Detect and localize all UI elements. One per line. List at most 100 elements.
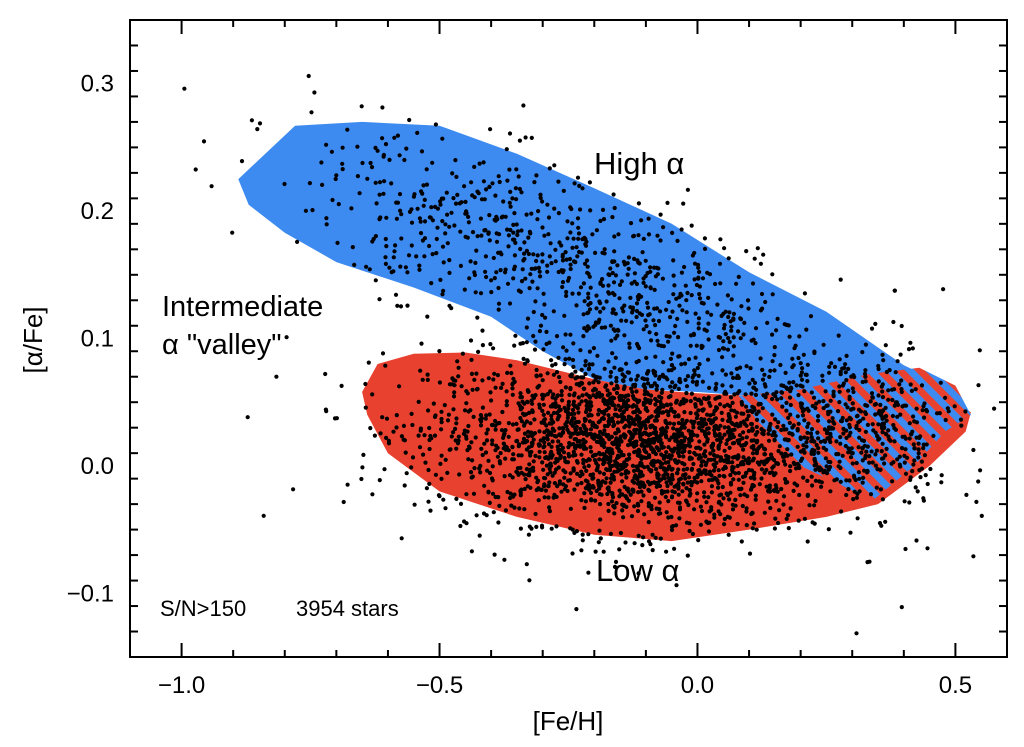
star-point bbox=[697, 362, 702, 367]
star-point bbox=[895, 359, 900, 364]
star-point bbox=[699, 401, 704, 406]
star-point bbox=[421, 452, 426, 457]
star-point bbox=[522, 361, 528, 366]
star-point bbox=[506, 233, 511, 238]
y-tick-label: 0.1 bbox=[81, 326, 114, 353]
star-point bbox=[591, 475, 596, 481]
star-point bbox=[540, 408, 545, 413]
star-point bbox=[406, 253, 412, 258]
star-point bbox=[873, 412, 878, 417]
star-point bbox=[883, 519, 888, 524]
star-point bbox=[529, 211, 534, 216]
star-point bbox=[667, 334, 672, 339]
star-point bbox=[490, 491, 496, 496]
star-point bbox=[512, 343, 517, 348]
star-point bbox=[874, 485, 879, 490]
star-point bbox=[489, 290, 494, 295]
star-point bbox=[729, 328, 734, 333]
star-point bbox=[851, 389, 856, 395]
star-point bbox=[786, 437, 791, 443]
star-point bbox=[666, 515, 671, 520]
star-point bbox=[405, 303, 410, 308]
sn-threshold-label: S/N>150 bbox=[160, 596, 246, 621]
star-point bbox=[618, 463, 623, 468]
star-point bbox=[589, 449, 594, 454]
star-point bbox=[688, 444, 693, 449]
star-point bbox=[861, 416, 866, 421]
star-point bbox=[580, 532, 585, 537]
star-point bbox=[586, 302, 591, 307]
star-point bbox=[682, 361, 688, 366]
star-point bbox=[795, 483, 800, 488]
star-point bbox=[563, 250, 568, 255]
star-point bbox=[528, 453, 533, 458]
star-point bbox=[849, 407, 854, 412]
star-point bbox=[608, 323, 614, 328]
star-point bbox=[700, 408, 705, 413]
star-point bbox=[870, 395, 875, 400]
star-point bbox=[696, 321, 701, 326]
star-point bbox=[469, 440, 474, 445]
star-point bbox=[582, 235, 587, 240]
star-point bbox=[387, 265, 392, 270]
star-point bbox=[844, 478, 849, 483]
star-point bbox=[739, 539, 744, 544]
star-point bbox=[760, 377, 766, 382]
star-point bbox=[681, 473, 686, 478]
star-point bbox=[475, 386, 480, 392]
star-point bbox=[837, 357, 842, 362]
star-point bbox=[722, 425, 727, 430]
star-point bbox=[432, 433, 438, 438]
star-point bbox=[722, 246, 727, 251]
star-point bbox=[654, 484, 659, 489]
star-point bbox=[418, 368, 423, 373]
star-point bbox=[392, 249, 397, 254]
star-point bbox=[700, 424, 705, 429]
star-point bbox=[439, 476, 444, 481]
star-point bbox=[645, 305, 651, 310]
star-point bbox=[766, 499, 771, 504]
star-point bbox=[261, 513, 266, 518]
star-point bbox=[519, 395, 525, 400]
star-point bbox=[772, 526, 778, 531]
star-point bbox=[415, 130, 420, 135]
star-point bbox=[839, 509, 844, 514]
star-point bbox=[649, 440, 654, 445]
star-point bbox=[440, 219, 445, 224]
star-point bbox=[919, 383, 925, 388]
star-point bbox=[534, 487, 539, 493]
star-point bbox=[699, 416, 704, 422]
star-point bbox=[636, 503, 641, 508]
star-point bbox=[614, 436, 619, 441]
star-point bbox=[579, 399, 584, 404]
star-point bbox=[602, 444, 607, 450]
star-point bbox=[685, 290, 690, 296]
star-point bbox=[597, 457, 602, 462]
star-point bbox=[838, 479, 843, 484]
star-point bbox=[702, 494, 707, 499]
star-point bbox=[726, 314, 731, 320]
star-point bbox=[795, 461, 800, 467]
star-point bbox=[572, 181, 577, 186]
star-point bbox=[829, 426, 834, 431]
star-point bbox=[753, 392, 759, 397]
star-point bbox=[665, 377, 670, 382]
star-point bbox=[617, 488, 622, 493]
star-point bbox=[586, 367, 592, 372]
star-point bbox=[639, 218, 644, 223]
star-point bbox=[612, 328, 618, 333]
star-point bbox=[731, 344, 737, 349]
star-point bbox=[531, 459, 536, 464]
star-point bbox=[598, 452, 603, 457]
star-point bbox=[712, 512, 717, 517]
star-point bbox=[677, 376, 682, 382]
star-point bbox=[542, 495, 547, 500]
star-point bbox=[706, 529, 712, 534]
star-point bbox=[424, 182, 429, 187]
star-point bbox=[796, 355, 801, 361]
star-point bbox=[598, 502, 603, 507]
star-point bbox=[914, 435, 919, 440]
star-point bbox=[398, 304, 404, 309]
star-point bbox=[843, 370, 848, 375]
star-point bbox=[679, 227, 684, 232]
